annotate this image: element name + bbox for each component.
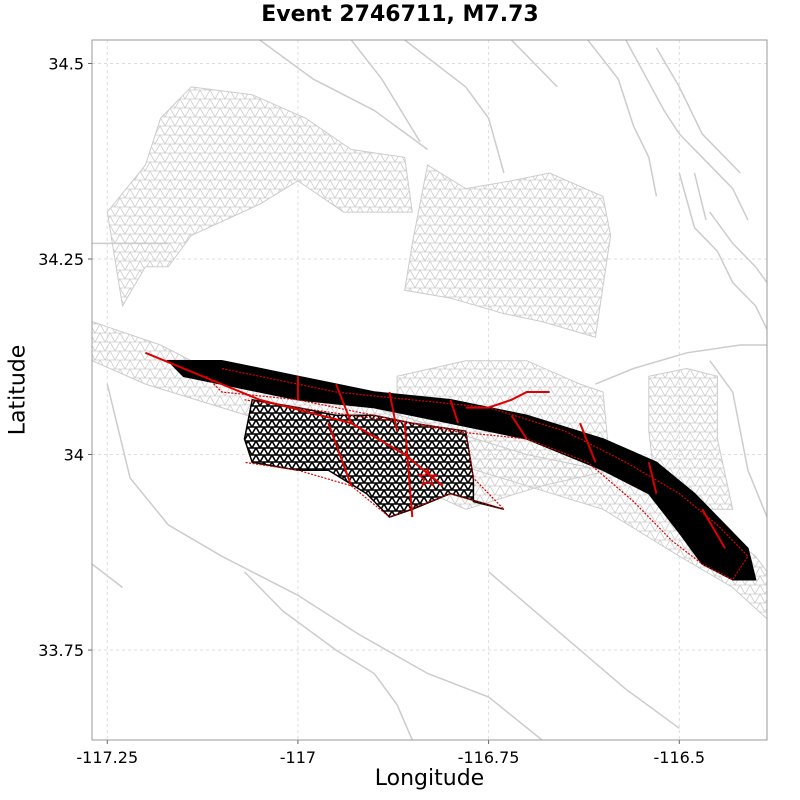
rupture-outline — [465, 391, 550, 409]
y-tick-label: 34 — [64, 446, 84, 465]
fault-trace — [106, 383, 543, 740]
fault-trace — [404, 40, 505, 174]
rupture-outline — [244, 399, 506, 518]
y-tick-label: 34.25 — [38, 250, 84, 269]
fault-trace — [259, 40, 429, 151]
fault-trace — [655, 47, 741, 174]
x-tick-label: -116.75 — [458, 748, 520, 767]
rupture-outline — [449, 399, 460, 424]
rupture-outline — [510, 414, 528, 440]
fault-mesh — [106, 86, 413, 308]
y-tick-label: 34.5 — [48, 54, 84, 73]
rupture-outline — [335, 383, 353, 424]
fault-trace — [92, 563, 123, 589]
rupture-outline — [403, 423, 414, 518]
axis-ticks: -117.25 -117 -116.75 -116.5 34.5 34.25 34 33.75 — [38, 54, 705, 767]
x-tick-label: -116.5 — [653, 748, 705, 767]
y-axis-label: Latitude — [5, 344, 31, 436]
fault-trace — [625, 40, 749, 221]
rupture-outlines — [145, 351, 749, 581]
fault-trace — [595, 344, 767, 385]
rupture-outline — [701, 508, 726, 549]
rupture-outline — [205, 367, 749, 581]
fault-trace — [510, 40, 558, 88]
x-axis-label: Longitude — [374, 766, 485, 791]
x-tick-label: -117.25 — [76, 748, 138, 767]
fault-mesh — [404, 164, 612, 338]
rupture-outline — [327, 422, 353, 487]
fault-trace — [350, 40, 421, 143]
y-tick-label: 33.75 — [38, 641, 84, 660]
epicenter-star — [416, 466, 439, 488]
background-faults — [92, 40, 767, 740]
fault-trace — [587, 40, 658, 197]
x-tick-label: -117 — [280, 748, 316, 767]
rupture-outline — [647, 462, 658, 494]
chart-title: Event 2746711, M7.73 — [261, 2, 539, 27]
fault-trace — [678, 172, 767, 330]
fault-trace — [709, 360, 767, 518]
fault-trace — [243, 571, 413, 740]
fault-trace — [693, 172, 707, 221]
rupture-outline — [579, 422, 597, 463]
plot-frame — [91, 39, 768, 741]
fault-trace — [709, 211, 767, 283]
fault-trace — [488, 571, 680, 729]
rupture-outline — [388, 391, 399, 432]
